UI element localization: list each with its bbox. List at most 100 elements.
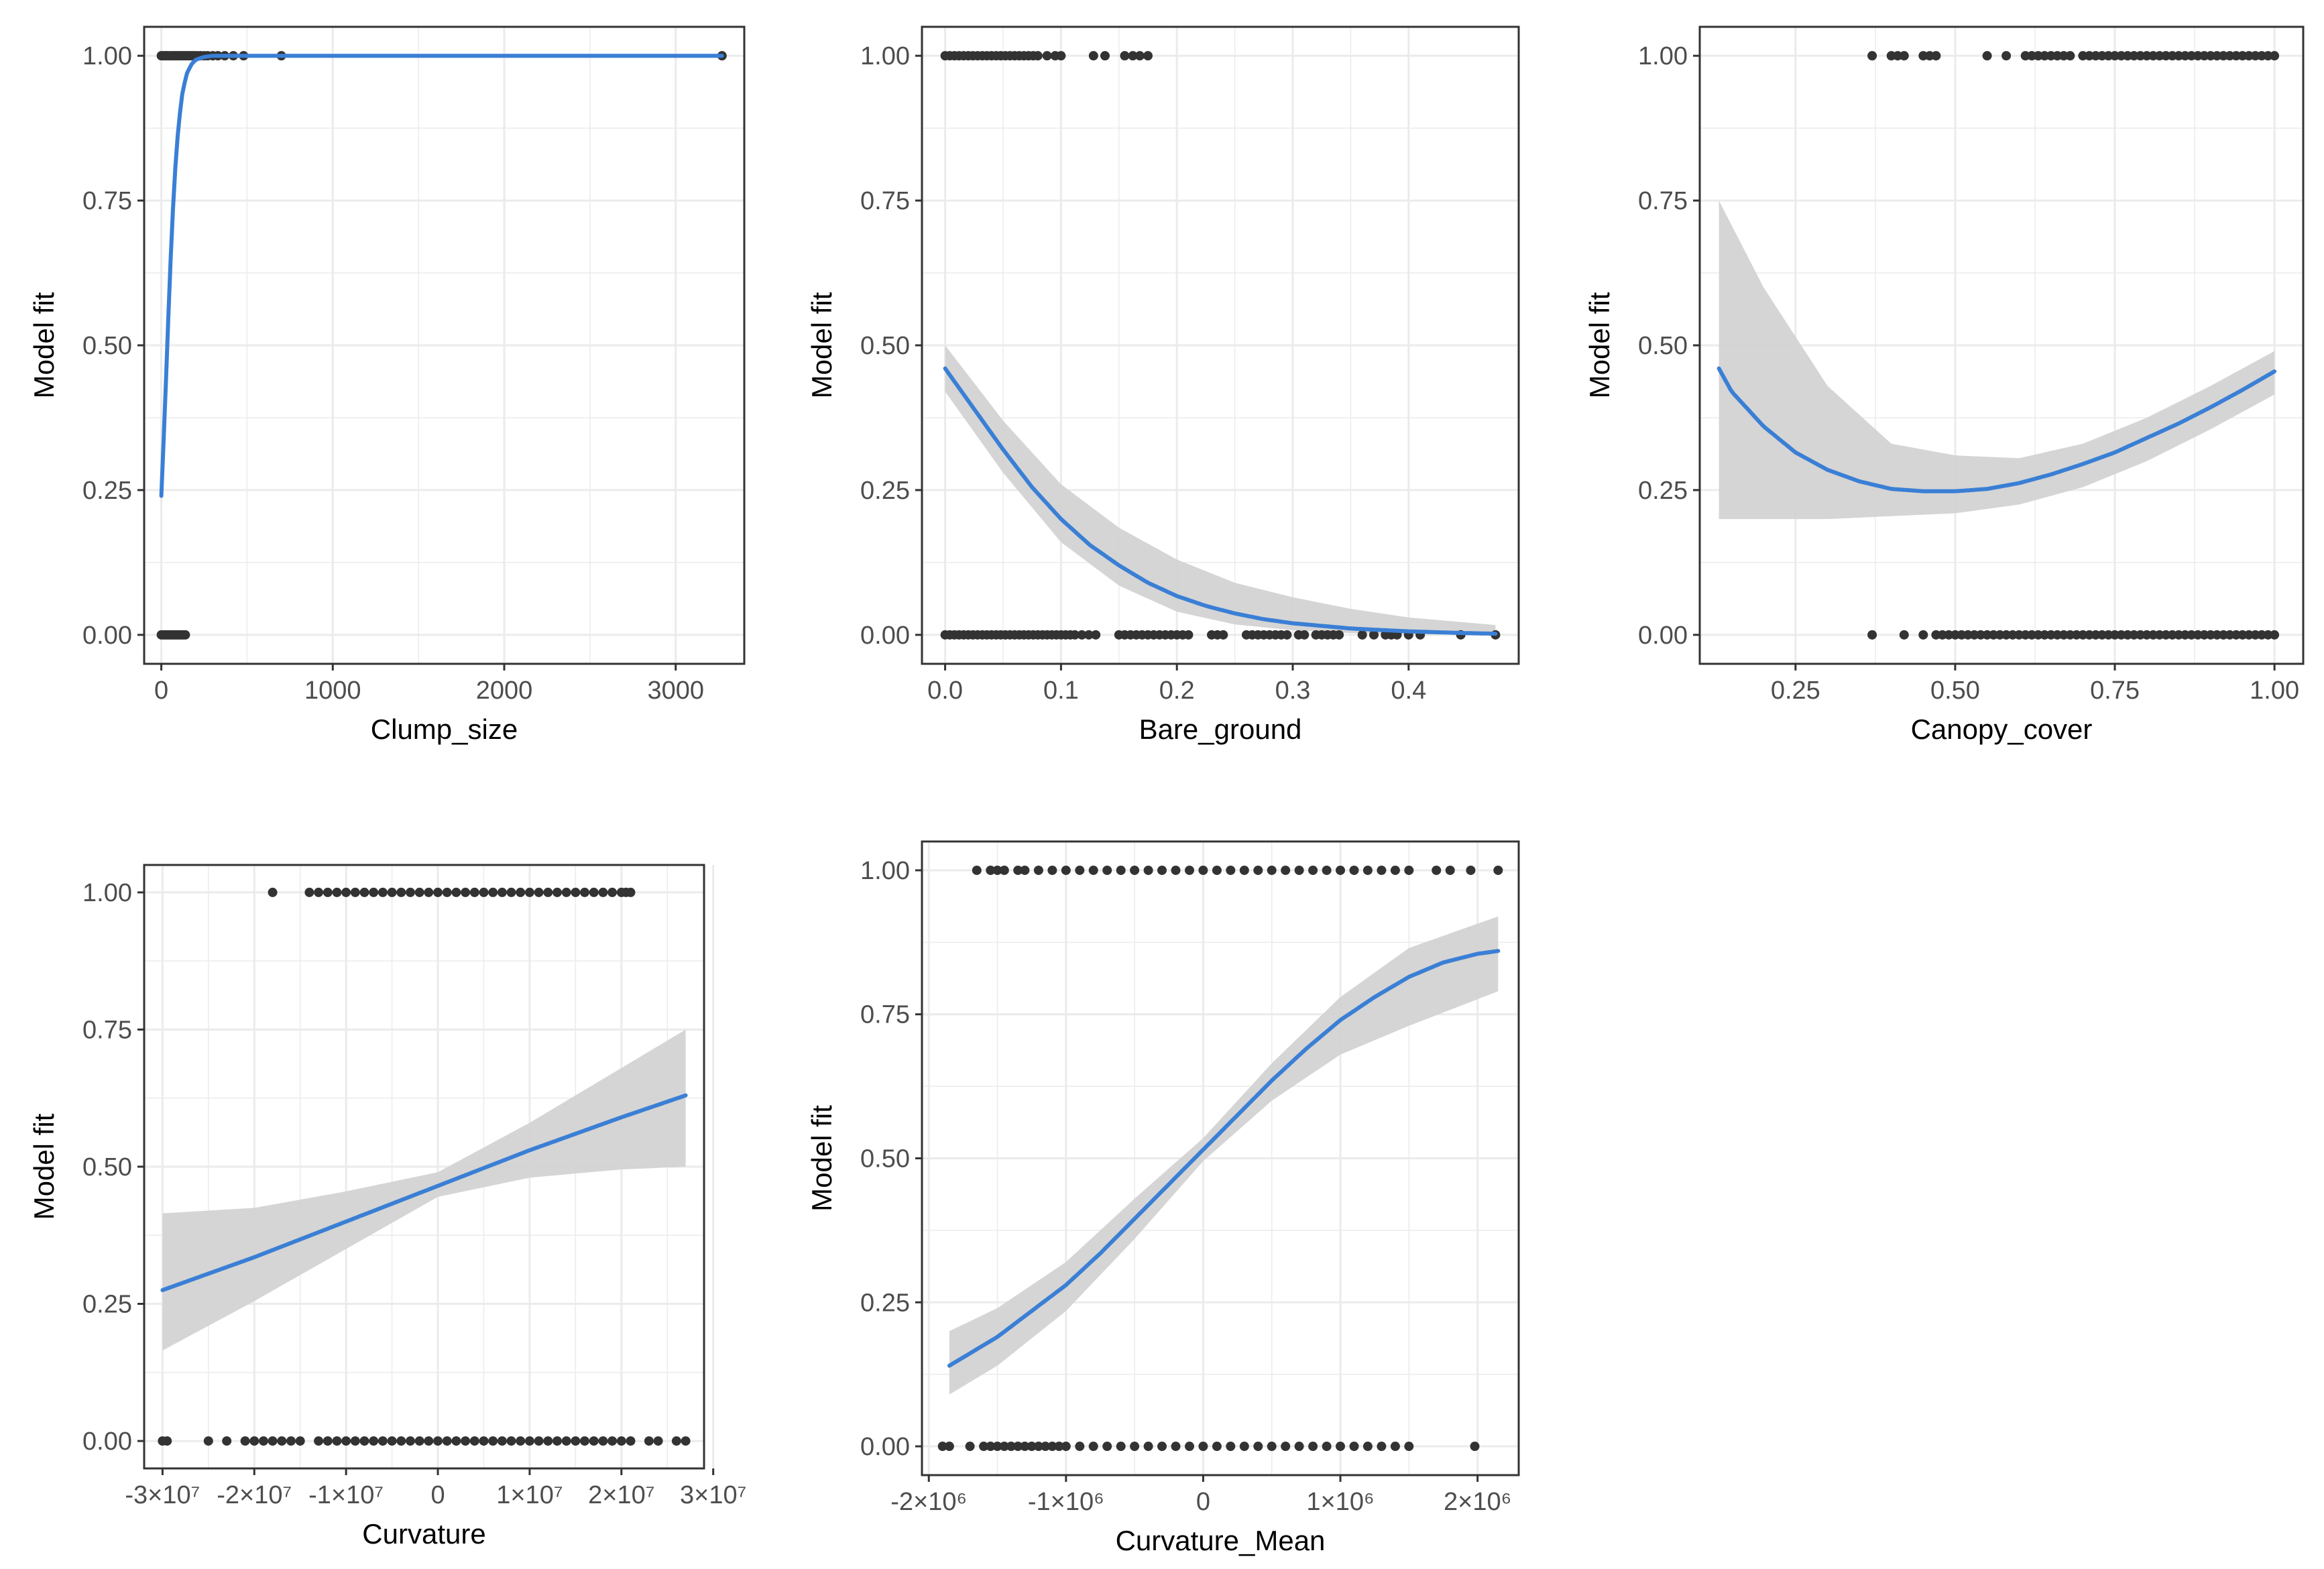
point-presence [2052, 51, 2062, 61]
chart-canopy: 0.00 0.25 0.50 0.75 1.00 0.25 0.50 0.75 1.00 Cano… [1584, 25, 2305, 745]
point-presence [1982, 51, 1992, 61]
point-presence [1075, 865, 1085, 875]
y-axis-title: Model fit [806, 292, 837, 398]
point-presence [2270, 51, 2280, 61]
point-presence [341, 887, 351, 897]
x-tick-label: 0.75 [2090, 677, 2140, 705]
point-absence [1334, 630, 1344, 640]
point-absence [1091, 630, 1101, 640]
point-presence [626, 887, 636, 897]
x-tick-label: 1.00 [2250, 677, 2299, 705]
point-absence [1027, 1442, 1037, 1452]
point-absence [2078, 630, 2088, 640]
point-presence [2065, 51, 2075, 61]
y-axis-title: Model fit [28, 292, 60, 398]
point-presence [1281, 865, 1291, 875]
point-absence [277, 1436, 287, 1446]
y-tick-label: 0.00 [1638, 622, 1688, 650]
point-presence [1445, 865, 1455, 875]
y-tick-label: 0.25 [860, 1289, 910, 1317]
point-absence [1054, 1442, 1064, 1452]
point-presence [1130, 865, 1140, 875]
point-absence [286, 1436, 296, 1446]
point-presence [1226, 865, 1236, 875]
point-absence [1294, 1442, 1304, 1452]
point-absence [332, 1436, 342, 1446]
point-absence [2187, 630, 2197, 640]
point-presence [1899, 51, 1909, 61]
x-tick-label: 2×10⁶ [1444, 1488, 1511, 1516]
point-presence [1931, 51, 1941, 61]
point-presence [506, 887, 516, 897]
point-presence [1893, 51, 1903, 61]
x-tick-label: 2×10⁷ [588, 1481, 654, 1509]
point-presence [1404, 865, 1414, 875]
y-tick-label: 0.50 [82, 332, 132, 360]
point-absence [203, 1436, 213, 1446]
point-presence [314, 887, 324, 897]
x-axis-title: Canopy_cover [1911, 713, 2093, 745]
y-tick-label: 0.50 [860, 332, 910, 360]
point-absence [1041, 1442, 1051, 1452]
confidence-band [1719, 200, 2275, 520]
point-presence [1918, 51, 1928, 61]
point-absence [442, 1436, 452, 1446]
point-absence [1299, 630, 1310, 640]
y-tick-label: 0.00 [82, 1428, 132, 1456]
point-presence [359, 887, 369, 897]
y-tick-label: 0.75 [1638, 187, 1688, 215]
point-presence [1157, 865, 1167, 875]
y-tick-label: 0.50 [860, 1145, 910, 1173]
x-axis-title: Bare_ground [1139, 713, 1302, 745]
point-absence [2212, 630, 2222, 640]
point-absence [387, 1436, 397, 1446]
x-tick-label: -2×10⁷ [217, 1481, 292, 1509]
point-absence [1322, 1442, 1332, 1452]
point-absence [314, 1436, 324, 1446]
point-presence [1432, 865, 1442, 875]
fit-line [943, 366, 1498, 636]
point-presence [304, 887, 314, 897]
point-absence [1336, 1442, 1345, 1452]
point-absence [589, 1436, 599, 1446]
point-presence [999, 865, 1009, 875]
x-axis-title: Curvature [362, 1518, 485, 1550]
point-absence [937, 1442, 947, 1452]
chart-curvature: 0.00 0.25 0.50 0.75 1.00 -3×10⁷ -2×10⁷ -1×10⁷ 0 1… [28, 864, 746, 1550]
x-tick-label: -1×10⁷ [308, 1481, 384, 1509]
point-absence [1390, 1442, 1400, 1452]
point-absence [1308, 1442, 1318, 1452]
point-absence [1006, 1442, 1016, 1452]
point-presence [1362, 865, 1373, 875]
point-presence [1143, 51, 1153, 61]
x-tick-label: 1000 [304, 677, 361, 705]
point-presence [1322, 865, 1332, 875]
point-presence [2001, 51, 2012, 61]
y-tick-label: 0.75 [860, 187, 910, 215]
y-tick-label: 0.25 [82, 477, 132, 505]
point-absence [268, 1436, 278, 1446]
point-absence [992, 1442, 1002, 1452]
point-absence [451, 1436, 461, 1446]
point-absence [377, 1436, 388, 1446]
point-absence [653, 1436, 663, 1446]
point-absence [561, 1436, 571, 1446]
point-absence [2161, 630, 2171, 640]
point-absence [1013, 1442, 1023, 1452]
point-absence [341, 1436, 351, 1446]
point-absence [240, 1436, 250, 1446]
y-tick-label: 0.00 [860, 622, 910, 650]
point-absence [424, 1436, 434, 1446]
point-absence [1075, 1442, 1085, 1452]
point-absence [350, 1436, 360, 1446]
observed-points [937, 865, 1503, 1452]
y-tick-label: 1.00 [1638, 42, 1688, 70]
point-absence [607, 1436, 618, 1446]
chart-curvature-mean: 0.00 0.25 0.50 0.75 1.00 -2×10⁶ -1×10⁶ 0 1×10⁶ 2×… [806, 840, 1520, 1556]
point-absence [598, 1436, 608, 1446]
point-presence [369, 887, 379, 897]
point-absence [396, 1436, 406, 1446]
point-presence [488, 887, 498, 897]
point-absence [553, 1436, 562, 1446]
x-tick-label: 0 [154, 677, 168, 705]
